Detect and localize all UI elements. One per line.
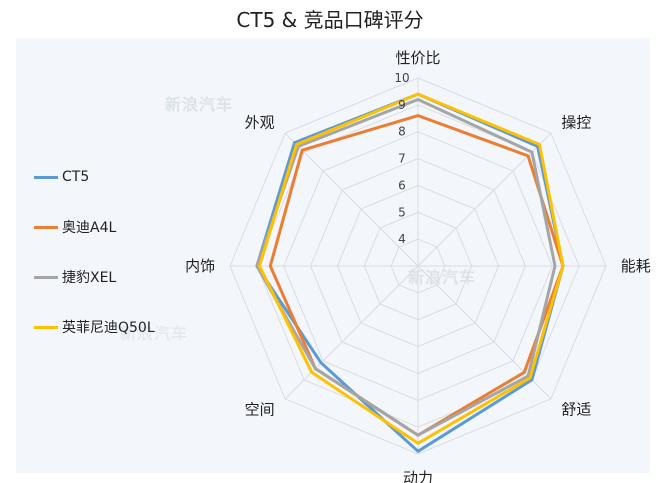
legend-label: 捷豹XEL	[62, 270, 117, 286]
axis-label: 动力	[403, 469, 433, 483]
tick-label: 9	[398, 98, 406, 112]
legend-swatch	[34, 325, 58, 329]
legend-item: CT5	[34, 167, 89, 187]
tick-label: 5	[398, 205, 406, 219]
legend-swatch	[34, 275, 58, 279]
axis-label: 空间	[245, 400, 275, 418]
tick-label: 6	[398, 178, 406, 192]
tick-label: 8	[398, 125, 406, 139]
legend-item: 奥迪A4L	[34, 217, 116, 237]
axis-label: 外观	[245, 114, 275, 132]
axis-label: 操控	[561, 114, 591, 132]
legend-item: 英菲尼迪Q50L	[34, 317, 155, 337]
plot-area	[16, 38, 650, 473]
watermark: 新浪汽车	[120, 324, 189, 343]
axis-label: 舒适	[561, 400, 591, 418]
watermark: 新浪汽车	[165, 95, 234, 114]
axis-label: 能耗	[621, 257, 651, 275]
axis-label: 内饰	[185, 257, 215, 275]
tick-label: 10	[394, 71, 409, 85]
legend-swatch	[34, 175, 58, 179]
grid-spoke	[284, 132, 419, 267]
legend-label: CT5	[62, 169, 90, 185]
radar-series	[255, 92, 565, 453]
legend-label: 奥迪A4L	[62, 220, 117, 236]
tick-label: 4	[398, 232, 406, 246]
legend-swatch	[34, 225, 58, 229]
series-line	[255, 92, 565, 453]
grid-spoke	[284, 265, 419, 400]
tick-label: 7	[398, 152, 406, 166]
legend-label: 英菲尼迪Q50L	[62, 320, 155, 336]
series-line	[258, 92, 565, 445]
radar-grid	[229, 77, 607, 455]
axis-label: 性价比	[395, 49, 440, 67]
chart-title: CT5 & 竞品口碑评分	[236, 8, 424, 32]
legend-item: 捷豹XEL	[34, 267, 116, 287]
